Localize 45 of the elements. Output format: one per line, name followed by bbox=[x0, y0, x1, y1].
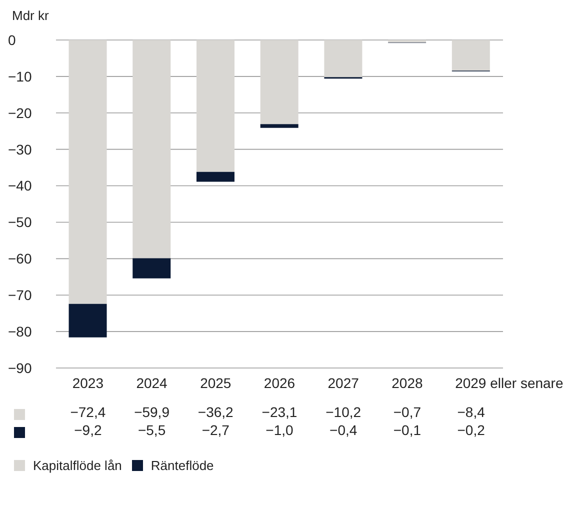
y-tick-label: −10 bbox=[8, 68, 32, 84]
y-tick-label: −20 bbox=[8, 104, 32, 121]
y-tick-label: −90 bbox=[8, 360, 32, 376]
data-label: −0,4 bbox=[330, 422, 358, 438]
bar bbox=[452, 40, 490, 71]
data-label: −8,4 bbox=[457, 404, 485, 420]
bar bbox=[388, 40, 426, 43]
bar bbox=[324, 40, 362, 78]
data-label: −0,7 bbox=[393, 404, 422, 420]
y-tick-label: −30 bbox=[8, 141, 32, 158]
y-tick-label: 0 bbox=[8, 32, 16, 48]
data-label: −72,4 bbox=[70, 404, 106, 420]
data-label: −2,7 bbox=[202, 422, 230, 438]
x-tick-label: 2024 bbox=[136, 375, 168, 391]
y-tick-label: −40 bbox=[8, 178, 32, 194]
bar bbox=[260, 124, 298, 128]
bar bbox=[132, 258, 171, 278]
legend-label: Kapitalflöde lån bbox=[32, 458, 122, 473]
x-tick-label: 2025 bbox=[200, 375, 232, 391]
bar bbox=[196, 172, 234, 182]
y-tick-label: −60 bbox=[8, 250, 32, 267]
bar bbox=[68, 304, 107, 338]
y-tick-label: −50 bbox=[8, 214, 32, 230]
y-tick-label: −80 bbox=[8, 324, 32, 340]
y-axis-title: Mdr kr bbox=[12, 8, 50, 25]
bar bbox=[68, 40, 107, 304]
x-tick-label: 2027 bbox=[328, 375, 360, 391]
data-label: −23,1 bbox=[262, 404, 298, 420]
bar bbox=[132, 40, 171, 258]
x-tick-label: 2023 bbox=[72, 375, 104, 391]
x-tick-label: 2028 bbox=[392, 375, 423, 391]
data-label: −0,1 bbox=[393, 422, 422, 438]
x-tick-label: 2026 bbox=[264, 375, 296, 391]
bar bbox=[196, 40, 234, 172]
data-label: −59,9 bbox=[134, 404, 170, 420]
bar bbox=[260, 40, 298, 124]
data-label: −36,2 bbox=[198, 404, 234, 420]
legend-label: Ränteflöde bbox=[150, 458, 214, 473]
y-tick-label: −70 bbox=[8, 287, 32, 304]
data-label: −10,2 bbox=[326, 404, 362, 420]
data-label: −9,2 bbox=[74, 422, 102, 438]
data-label: −5,5 bbox=[138, 422, 166, 438]
data-label: −0,2 bbox=[457, 422, 485, 438]
data-label: −1,0 bbox=[266, 422, 294, 438]
x-tick-label: 2029 eller senare bbox=[455, 375, 564, 391]
